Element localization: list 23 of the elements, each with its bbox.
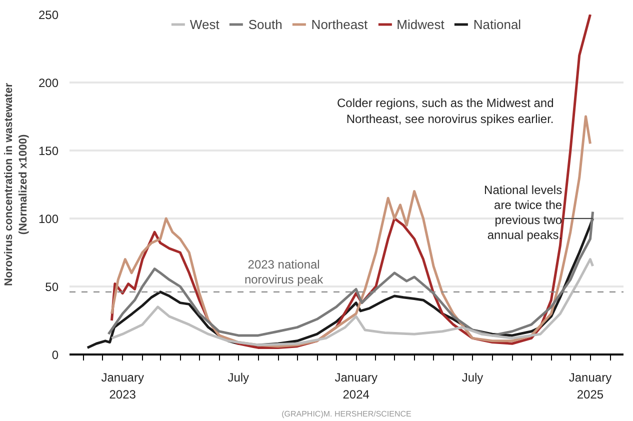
- line-series: [110, 258, 594, 346]
- legend-label: South: [248, 16, 282, 32]
- y-tick-label: 0: [52, 348, 59, 362]
- legend-label: West: [190, 16, 220, 32]
- x-tick-label: January 2024: [334, 370, 378, 402]
- x-tick-label: January 2023: [101, 370, 144, 402]
- y-tick-label: 50: [45, 280, 59, 294]
- text: (GRAPHIC)M. HERSHER/SCIENCE: [282, 409, 412, 418]
- y-axis-title: Norovirus concentration in wastewater (Normalized x1000): [3, 82, 30, 286]
- y-tick-label: 200: [38, 76, 59, 90]
- legend-label: National: [473, 16, 522, 32]
- x-tick-label: January 2025: [568, 370, 612, 402]
- line-series: [107, 210, 594, 337]
- x-tick-label: July: [462, 370, 484, 384]
- legend-label: Northeast: [311, 16, 368, 32]
- legend-label: Midwest: [396, 16, 444, 32]
- y-tick-label: 150: [38, 144, 59, 158]
- y-tick-label: 250: [38, 8, 59, 22]
- ref-line-label: 2023 national norovirus peak: [244, 258, 324, 286]
- annotation: Colder regions, such as the Midwest and Northeast, see norovirus spikes earlier.: [336, 96, 554, 126]
- line-series: [110, 115, 592, 348]
- y-tick-label: 100: [38, 212, 59, 226]
- x-tick-label: July: [228, 370, 250, 384]
